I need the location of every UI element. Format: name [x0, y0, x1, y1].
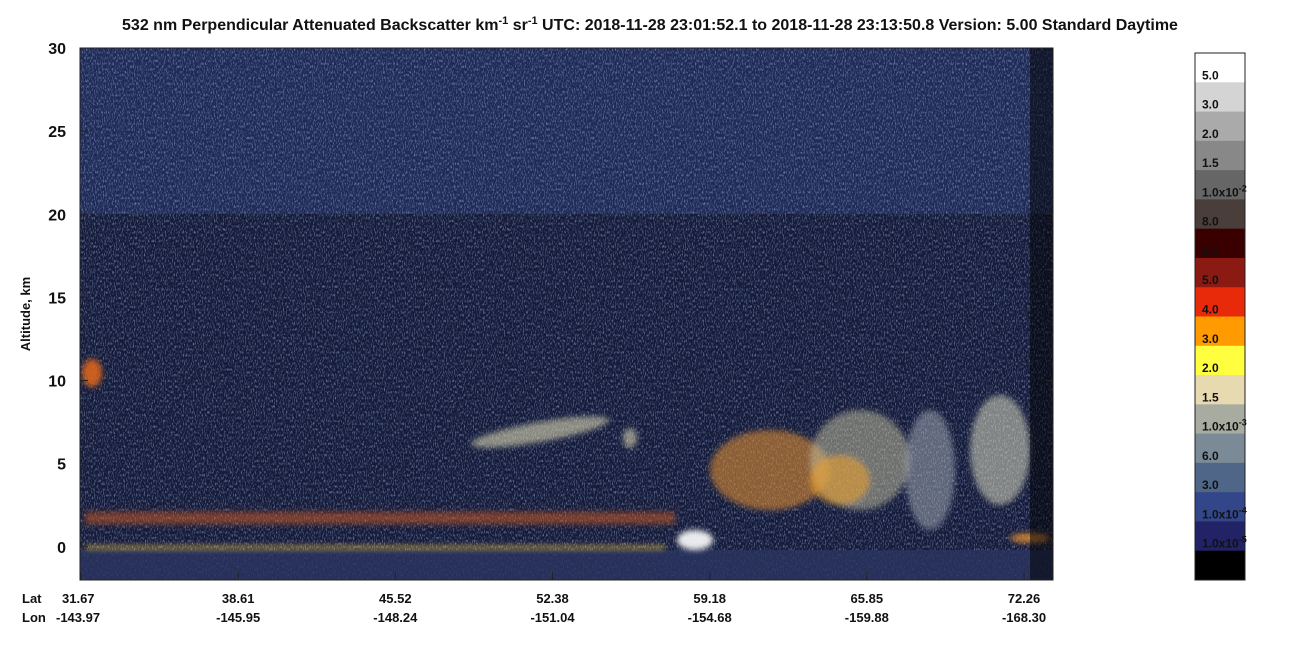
- lat-label: 45.52: [379, 591, 412, 606]
- colorbar-label: 5.0: [1202, 273, 1219, 287]
- colorbar-label-text: 2.0: [1202, 361, 1219, 375]
- colorbar-swatch: [1195, 170, 1245, 200]
- cloud-features: [82, 359, 1050, 550]
- colorbar-frame: [1194, 52, 1246, 581]
- colorbar-swatch: [1195, 287, 1245, 317]
- colorbar-label-text: 1.5: [1202, 156, 1219, 170]
- surface-return: [80, 550, 1053, 580]
- y-tick-label: 20: [48, 207, 66, 224]
- lon-label: -145.95: [216, 610, 260, 625]
- colorbar-label-text: 1.0x10: [1202, 507, 1239, 521]
- colorbar-label: 8.0: [1202, 215, 1219, 229]
- colorbar-swatch: [1195, 550, 1245, 581]
- colorbar-label-text: 5.0: [1202, 273, 1219, 287]
- colorbar-label-text: 4.0: [1202, 303, 1219, 317]
- colorbar-swatch: [1195, 492, 1245, 522]
- colorbar-label-text: 1.0x10: [1202, 537, 1239, 551]
- colorbar-label: 1.0x10-5: [1202, 535, 1247, 551]
- lat-label: 31.67: [62, 591, 95, 606]
- plot-frame: [79, 47, 1054, 581]
- lon-label: -168.30: [1002, 610, 1046, 625]
- colorbar-swatch: [1195, 433, 1245, 464]
- title-segment: UTC: 2018-11-28 23:01:52.1 to 2018-11-28…: [538, 17, 1178, 34]
- colorbar-label-text: 6.0: [1202, 449, 1219, 463]
- lat-label: 72.26: [1008, 591, 1041, 606]
- lon-label: -148.24: [373, 610, 418, 625]
- colorbar-label-exponent: -4: [1239, 505, 1247, 515]
- y-axis-label: Altitude, km: [18, 277, 33, 351]
- data-edge: [1030, 48, 1053, 580]
- colorbar-label: 2.0: [1202, 127, 1219, 141]
- colorbar-label-text: 8.0: [1202, 215, 1219, 229]
- y-tick-label: 15: [48, 290, 66, 307]
- lon-label: -151.04: [530, 610, 575, 625]
- colorbar-label: 6.0: [1202, 449, 1219, 463]
- colorbar-label: 6.0: [1202, 244, 1219, 258]
- y-tick-label: 10: [48, 374, 66, 391]
- lon-label: -143.97: [56, 610, 100, 625]
- lat-label: 52.38: [536, 591, 569, 606]
- colorbar-label: 5.0: [1202, 68, 1219, 82]
- colorbar-label: 1.5: [1202, 156, 1219, 170]
- colorbar-swatch: [1195, 140, 1245, 171]
- y-tick-label: 25: [48, 124, 66, 141]
- colorbar-label: 1.0x10-3: [1202, 418, 1247, 434]
- y-tick-label: 30: [48, 41, 66, 58]
- y-tick-label: 0: [57, 540, 66, 557]
- colorbar-swatch: [1195, 521, 1245, 552]
- colorbar-label-text: 1.0x10: [1202, 185, 1239, 199]
- colorbar-label-text: 5.0: [1202, 68, 1219, 82]
- colorbar-swatch: [1195, 82, 1245, 113]
- y-tick-label: 5: [57, 457, 66, 474]
- lat-label: 65.85: [851, 591, 884, 606]
- colorbar-swatch: [1195, 228, 1245, 259]
- lat-label: 59.18: [693, 591, 726, 606]
- title-segment: 532 nm Perpendicular Attenuated Backscat…: [122, 17, 498, 34]
- colorbar-label-text: 3.0: [1202, 478, 1219, 492]
- colorbar-swatch: [1195, 53, 1245, 83]
- colorbar-label-exponent: -5: [1239, 535, 1247, 545]
- colorbar-label-text: 3.0: [1202, 98, 1219, 112]
- colorbar-swatch: [1195, 462, 1245, 493]
- lat-row-label: Lat: [22, 591, 42, 606]
- colorbar-swatch: [1195, 111, 1245, 142]
- colorbar-label: 3.0: [1202, 98, 1219, 112]
- lon-row-label: Lon: [22, 610, 46, 625]
- colorbar-label: 2.0: [1202, 361, 1219, 375]
- colorbar-swatch: [1195, 257, 1245, 288]
- colorbar-swatch: [1195, 375, 1245, 405]
- colorbar-label-text: 3.0: [1202, 332, 1219, 346]
- colorbar-label: 1.0x10-2: [1202, 183, 1247, 199]
- colorbar-label: 3.0: [1202, 478, 1219, 492]
- colorbar-label: 1.5: [1202, 390, 1219, 404]
- lon-label: -154.68: [688, 610, 732, 625]
- colorbar-swatch: [1195, 199, 1245, 230]
- title-segment: sr: [508, 17, 528, 34]
- backscatter-curtain: [80, 48, 1053, 580]
- lon-label: -159.88: [845, 610, 889, 625]
- colorbar-swatch: [1195, 404, 1245, 435]
- title-segment: -1: [528, 15, 538, 27]
- colorbar-label: 3.0: [1202, 332, 1219, 346]
- colorbar-label-exponent: -2: [1239, 183, 1247, 193]
- title-segment: -1: [498, 15, 508, 27]
- colorbar-label: 4.0: [1202, 303, 1219, 317]
- noise-texture: [80, 48, 1053, 580]
- colorbar-swatch: [1195, 345, 1245, 376]
- colorbar-label-exponent: -3: [1239, 418, 1247, 428]
- chart-title: 532 nm Perpendicular Attenuated Backscat…: [122, 15, 1178, 34]
- lat-label: 38.61: [222, 591, 255, 606]
- colorbar-label-text: 1.5: [1202, 390, 1219, 404]
- colorbar-swatch: [1195, 316, 1245, 347]
- colorbar-label-text: 2.0: [1202, 127, 1219, 141]
- colorbar-label-text: 1.0x10: [1202, 420, 1239, 434]
- colorbar-label: 1.0x10-4: [1202, 505, 1247, 521]
- colorbar-label-text: 6.0: [1202, 244, 1219, 258]
